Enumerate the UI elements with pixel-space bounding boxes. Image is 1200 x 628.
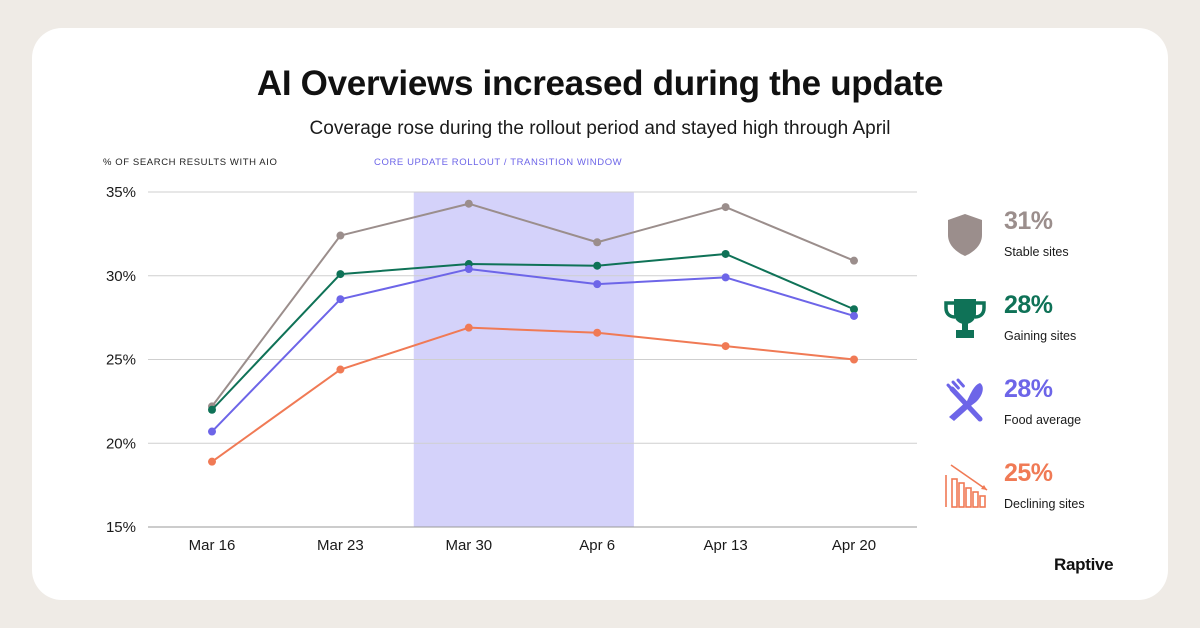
x-tick-label: Apr 6	[579, 537, 615, 554]
series-food	[208, 265, 858, 436]
data-point-declining	[593, 328, 602, 337]
data-point-food	[464, 265, 473, 274]
data-point-declining	[721, 342, 730, 351]
data-point-food	[208, 427, 216, 436]
data-point-gaining	[721, 249, 730, 258]
legend-item-gaining: 28% Gaining sites	[940, 289, 1140, 349]
data-point-stable	[464, 199, 473, 208]
data-point-declining	[464, 323, 473, 332]
x-tick-label: Mar 23	[317, 537, 364, 554]
data-point-stable	[593, 238, 602, 247]
data-point-declining	[336, 365, 345, 374]
shield-icon	[948, 214, 982, 256]
y-tick-label: 35%	[106, 184, 136, 201]
rollout-band-label: CORE UPDATE ROLLOUT / TRANSITION WINDOW	[374, 157, 623, 168]
data-point-food	[721, 273, 730, 282]
data-point-food	[336, 295, 345, 304]
series-line-stable	[211, 202, 855, 408]
data-point-stable	[336, 231, 345, 240]
legend-label-food: Food average	[1004, 413, 1082, 427]
y-tick-label: 30%	[106, 268, 136, 285]
legend-item-stable: 31% Stable sites	[940, 205, 1140, 265]
chart-title: AI Overviews increased during the update	[256, 64, 944, 103]
series-line-declining	[211, 326, 855, 463]
x-tick-label: Apr 13	[703, 537, 747, 554]
series-gaining	[208, 249, 858, 414]
series-declining	[208, 323, 858, 466]
data-point-stable	[850, 256, 858, 265]
x-tick-label: Mar 30	[445, 537, 492, 554]
data-point-gaining	[336, 270, 345, 279]
legend-value-declining: 25%	[1004, 459, 1053, 487]
brand-logo: Raptive	[1054, 555, 1114, 574]
y-tick-label: 25%	[106, 352, 136, 369]
y-axis-label: % OF SEARCH RESULTS WITH AIO	[103, 157, 278, 168]
fork-knife-icon	[946, 378, 983, 422]
x-tick-label: Mar 16	[189, 537, 236, 554]
y-tick-label: 15%	[106, 519, 136, 536]
legend-value-stable: 31%	[1004, 207, 1053, 235]
y-tick-label: 20%	[106, 435, 136, 452]
data-point-food	[850, 311, 858, 320]
series-line-gaining	[211, 252, 855, 411]
legend-item-food: 28% Food average	[940, 373, 1140, 433]
data-point-gaining	[850, 305, 858, 314]
legend-value-food: 28%	[1004, 375, 1053, 403]
legend-value-gaining: 28%	[1004, 291, 1053, 319]
chart-subtitle: Coverage rose during the rollout period …	[309, 118, 891, 139]
data-point-gaining	[593, 261, 602, 270]
series-line-food	[211, 268, 855, 433]
data-point-declining	[208, 457, 216, 466]
declining-bars-icon	[945, 464, 988, 508]
data-point-stable	[721, 203, 730, 212]
data-point-gaining	[208, 405, 216, 414]
data-point-declining	[850, 355, 858, 364]
legend-item-declining: 25% Declining sites	[940, 457, 1140, 517]
series-stable	[208, 199, 858, 411]
data-point-food	[593, 280, 602, 289]
trophy-icon	[944, 299, 986, 338]
x-tick-label: Apr 20	[832, 537, 876, 554]
legend-label-gaining: Gaining sites	[1004, 329, 1077, 343]
legend-label-stable: Stable sites	[1004, 245, 1069, 259]
legend-label-declining: Declining sites	[1004, 497, 1085, 511]
